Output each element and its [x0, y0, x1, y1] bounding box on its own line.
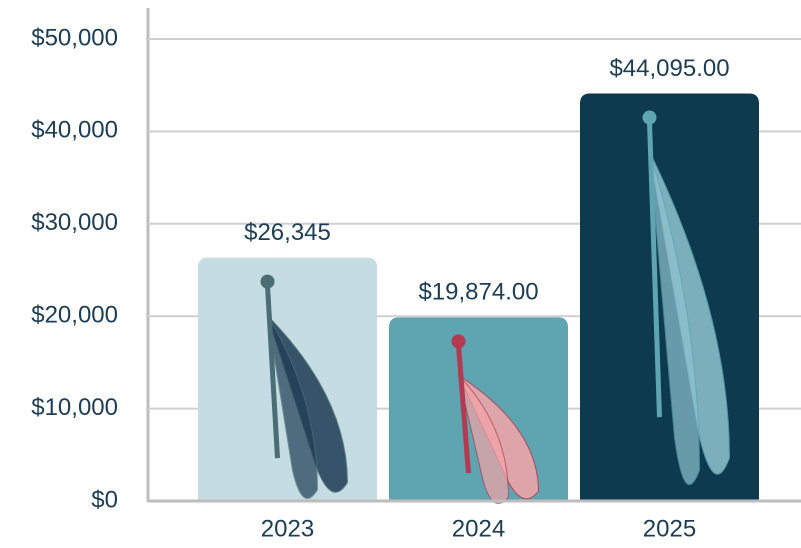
y-tick-label: $30,000 [31, 209, 118, 236]
damselfly-illustration [260, 274, 349, 499]
body [456, 345, 471, 474]
damselfly-illustration [642, 110, 731, 485]
wing [649, 151, 701, 485]
damselfly-illustration [451, 334, 540, 504]
head [260, 274, 275, 289]
body [647, 121, 662, 418]
value-label: $19,874.00 [418, 279, 538, 306]
head [451, 334, 466, 349]
wing [267, 315, 319, 499]
y-tick-label: $50,000 [31, 24, 118, 51]
y-tick-label: $0 [91, 486, 118, 513]
head [642, 110, 657, 125]
value-label: $26,345 [244, 219, 331, 246]
x-tick-label: 2023 [261, 515, 314, 542]
body [265, 285, 280, 459]
x-tick-label: 2024 [452, 515, 505, 542]
value-label: $44,095.00 [609, 55, 729, 82]
y-tick-label: $10,000 [31, 394, 118, 421]
y-tick-label: $40,000 [31, 117, 118, 144]
y-tick-label: $20,000 [31, 302, 118, 329]
wing [457, 373, 510, 504]
x-tick-label: 2025 [643, 515, 696, 542]
